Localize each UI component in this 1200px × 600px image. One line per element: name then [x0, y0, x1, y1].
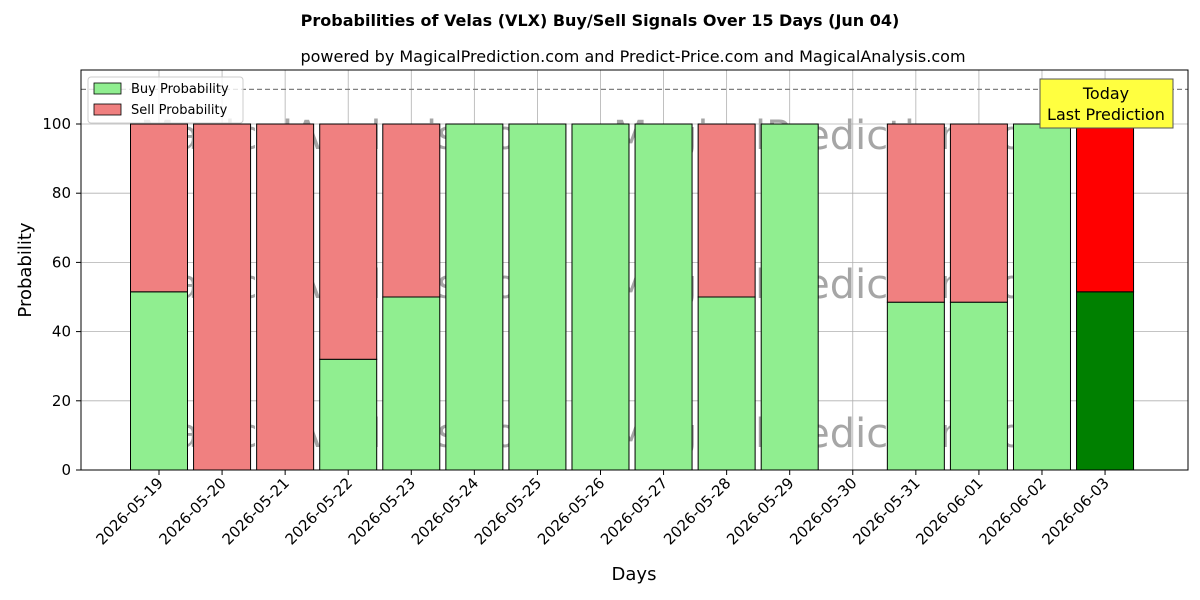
- x-tick-label: 2026-05-29: [723, 474, 797, 548]
- x-tick-label: 2026-05-23: [345, 474, 419, 548]
- bar-buy: [1012, 123, 1071, 471]
- legend-swatch-sell: [93, 103, 122, 116]
- y-tick-label: 60: [52, 253, 71, 271]
- bar-sell: [382, 123, 441, 298]
- bar-buy: [949, 301, 1008, 471]
- x-tick-label: 2026-05-28: [660, 474, 734, 548]
- bar-buy: [571, 123, 630, 471]
- y-tick-label: 100: [42, 115, 71, 133]
- bar-buy: [634, 123, 693, 471]
- bar-sell: [949, 123, 1008, 303]
- x-axis: 2026-05-192026-05-202026-05-212026-05-22…: [92, 470, 1113, 548]
- annotation-line1: Today: [1082, 84, 1129, 103]
- x-tick-label: 2026-06-03: [1038, 474, 1112, 548]
- bar-sell: [886, 123, 945, 303]
- today-annotation: Today Last Prediction: [1039, 78, 1174, 129]
- bar-buy: [508, 123, 567, 471]
- y-tick-label: 0: [61, 461, 71, 479]
- bar-buy: [760, 123, 819, 471]
- bar-sell: [256, 123, 315, 471]
- legend-label-sell: Sell Probability: [131, 103, 228, 118]
- bar-buy: [886, 301, 945, 471]
- x-tick-label: 2026-05-31: [849, 474, 923, 548]
- bar-buy: [445, 123, 504, 471]
- x-tick-label: 2026-05-26: [534, 474, 608, 548]
- y-axis-label: Probability: [15, 222, 36, 317]
- bar-group: [130, 123, 1135, 471]
- annotation-box: [1039, 78, 1174, 129]
- x-tick-label: 2026-05-21: [219, 474, 293, 548]
- bar-sell: [193, 123, 252, 471]
- y-tick-label: 40: [52, 323, 71, 341]
- x-tick-label: 2026-06-02: [975, 474, 1049, 548]
- plot-frame: [80, 69, 1189, 471]
- bar-sell: [1076, 123, 1135, 293]
- y-tick-label: 80: [52, 184, 71, 202]
- x-tick-label: 2026-05-19: [92, 474, 166, 548]
- bar-sell: [130, 123, 188, 293]
- bar-buy: [1076, 291, 1135, 471]
- legend-swatch-buy: [93, 82, 122, 95]
- y-axis: 0 20 40 60 80 100: [42, 115, 81, 479]
- y-tick-label: 20: [52, 392, 71, 410]
- x-tick-label: 2026-05-27: [597, 474, 671, 548]
- bar-sell: [319, 123, 378, 360]
- x-tick-label: 2026-05-30: [786, 474, 860, 548]
- x-tick-label: 2026-05-22: [282, 474, 356, 548]
- x-tick-label: 2026-05-25: [471, 474, 545, 548]
- x-tick-label: 2026-06-01: [912, 474, 986, 548]
- bar-buy: [697, 296, 756, 471]
- x-tick-label: 2026-05-20: [156, 474, 230, 548]
- bar-buy: [382, 296, 441, 471]
- legend-label-buy: Buy Probability: [131, 82, 229, 97]
- bar-buy: [319, 358, 378, 471]
- annotation-line2: Last Prediction: [1047, 105, 1165, 124]
- chart-title: Probabilities of Velas (VLX) Buy/Sell Si…: [301, 11, 900, 30]
- legend-frame: [87, 76, 244, 124]
- x-tick-label: 2026-05-24: [408, 474, 482, 548]
- bar-buy: [130, 291, 188, 471]
- chart-subtitle: powered by MagicalPrediction.com and Pre…: [300, 47, 965, 66]
- bar-sell: [697, 123, 756, 298]
- legend: Buy Probability Sell Probability: [87, 76, 244, 124]
- x-axis-label: Days: [612, 564, 657, 585]
